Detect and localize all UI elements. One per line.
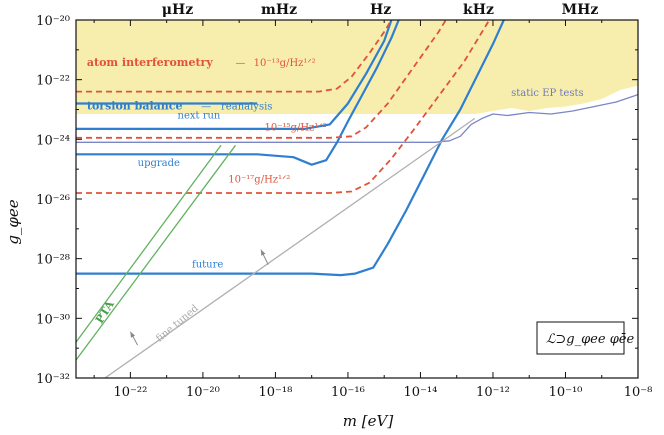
tick-layer: 10⁻²² 10⁻²⁰ 10⁻¹⁸ 10⁻¹⁶ 10⁻¹⁴ 10⁻¹² 10⁻¹⁰ 10⁻⁸ 1… bbox=[36, 2, 652, 400]
y-tick-label: 10⁻²⁴ bbox=[36, 133, 70, 148]
annotation-static: static EP tests bbox=[511, 88, 584, 99]
annotation-atom-15: 10⁻¹⁵g/Hz¹ᐟ² bbox=[265, 122, 327, 133]
top-frequency-label: Hz bbox=[370, 2, 391, 18]
series-atom-interferometry-1e-15 bbox=[76, 20, 447, 139]
annotation-next: next run bbox=[178, 110, 221, 121]
annotation-torsion-dash: — bbox=[201, 102, 211, 113]
x-tick-label: 10⁻²⁰ bbox=[186, 385, 220, 400]
series-pta-lower bbox=[76, 144, 237, 361]
top-frequency-label: μHz bbox=[162, 2, 193, 18]
top-frequency-label: MHz bbox=[562, 2, 599, 18]
excluded-region bbox=[76, 20, 638, 114]
series-torsion-balance-upgrade bbox=[76, 20, 400, 166]
arrowhead-0 bbox=[130, 331, 136, 338]
x-tick-label: 10⁻²² bbox=[113, 385, 147, 400]
annotation-atom-17: 10⁻¹⁷g/Hz¹ᐟ² bbox=[228, 175, 290, 186]
annotation-reanalysis: reanalysis bbox=[221, 102, 272, 113]
x-tick-label: 10⁻¹⁴ bbox=[404, 385, 438, 400]
annotation-future: future bbox=[192, 260, 223, 271]
series-static-ep-tests bbox=[76, 93, 638, 143]
y-tick-label: 10⁻²⁸ bbox=[36, 253, 70, 268]
x-tick-label: 10⁻¹² bbox=[476, 385, 510, 400]
arrowhead-1 bbox=[260, 249, 266, 256]
y-axis-title: g_φee bbox=[4, 199, 22, 244]
top-frequency-label: kHz bbox=[463, 2, 494, 18]
y-tick-label: 10⁻²⁰ bbox=[36, 14, 70, 29]
series-torsion-balance-next-run bbox=[76, 20, 393, 130]
x-tick-label: 10⁻¹⁸ bbox=[259, 385, 293, 400]
legend-text: ℒ⊃g_φee φēe bbox=[546, 332, 634, 347]
series-layer bbox=[76, 20, 638, 378]
y-tick-label: 10⁻³⁰ bbox=[36, 312, 70, 327]
annotation-atom-13: 10⁻¹³g/Hz¹ᐟ² bbox=[254, 58, 316, 69]
series-torsion-balance-future bbox=[76, 20, 505, 277]
annotation-torsion: torsion balance bbox=[87, 100, 183, 113]
annotation-atom-dash: — bbox=[236, 58, 246, 69]
y-tick-label: 10⁻²⁶ bbox=[36, 193, 70, 208]
series-atom-interferometry-1e-17 bbox=[76, 20, 491, 194]
annotation-atom: atom interferometry bbox=[87, 56, 213, 69]
plot-area: 10⁻²² 10⁻²⁰ 10⁻¹⁸ 10⁻¹⁶ 10⁻¹⁴ 10⁻¹² 10⁻¹⁰ 10⁻⁸ 1… bbox=[36, 2, 652, 400]
lagrangian-legend: ℒ⊃g_φee φēe bbox=[536, 321, 634, 355]
arrow-layer bbox=[129, 249, 269, 346]
series-atom-interferometry-1e-13 bbox=[76, 20, 393, 93]
x-tick-label: 10⁻¹⁶ bbox=[331, 385, 365, 400]
top-frequency-label: mHz bbox=[261, 2, 297, 18]
x-tick-label: 10⁻⁸ bbox=[624, 385, 653, 400]
x-axis-title: m [eV] bbox=[343, 412, 394, 430]
y-tick-label: 10⁻³² bbox=[36, 372, 70, 387]
y-tick-label: 10⁻²² bbox=[36, 74, 70, 89]
series-fine-tuned bbox=[104, 117, 476, 378]
x-tick-label: 10⁻¹⁰ bbox=[549, 385, 583, 400]
series-pta-upper bbox=[76, 144, 222, 343]
annotation-upgrade: upgrade bbox=[138, 158, 180, 169]
